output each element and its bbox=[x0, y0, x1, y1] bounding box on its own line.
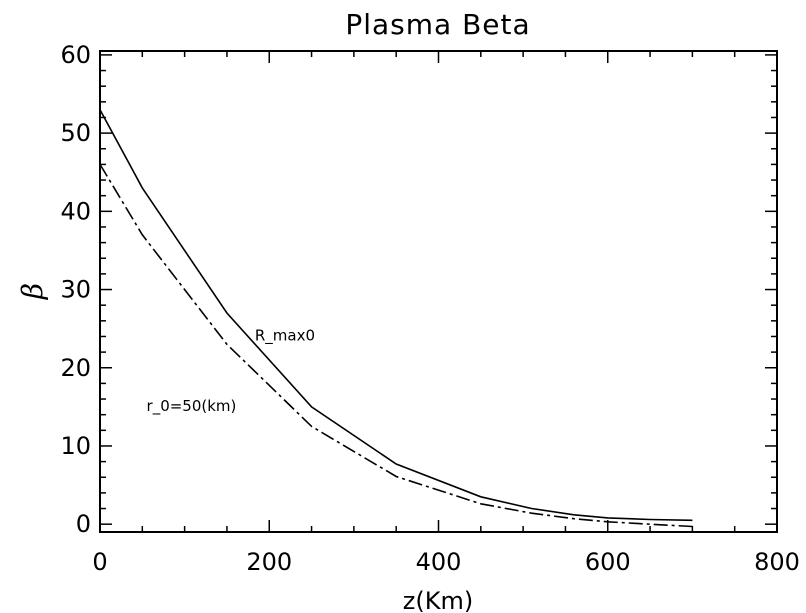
y-tick-label: 40 bbox=[60, 197, 91, 225]
y-axis-label: β bbox=[16, 283, 49, 300]
series-annotation: r_0=50(km) bbox=[147, 397, 237, 416]
y-tick-label: 0 bbox=[76, 510, 91, 538]
axis-ticks bbox=[99, 51, 778, 532]
x-tick-label: 400 bbox=[416, 548, 462, 576]
x-tick-labels: 0 200 400 600 800 bbox=[92, 548, 800, 576]
x-tick-label: 800 bbox=[754, 548, 800, 576]
y-tick-label: 10 bbox=[60, 432, 91, 460]
x-tick-label: 600 bbox=[585, 548, 631, 576]
chart-title: Plasma Beta bbox=[345, 8, 530, 41]
x-tick-label: 0 bbox=[92, 548, 107, 576]
y-tick-labels: 0 10 20 30 40 50 60 bbox=[60, 41, 91, 538]
x-tick-label: 200 bbox=[246, 548, 292, 576]
y-tick-label: 20 bbox=[60, 354, 91, 382]
y-tick-label: 60 bbox=[60, 41, 91, 69]
y-tick-label: 30 bbox=[60, 276, 91, 304]
series-line-dashdot bbox=[99, 163, 693, 528]
y-tick-label: 50 bbox=[60, 119, 91, 147]
x-axis-label: z(Km) bbox=[403, 587, 473, 613]
plot-area bbox=[99, 109, 693, 528]
series-line-solid bbox=[99, 109, 693, 522]
plot-frame bbox=[99, 50, 778, 533]
annotations: R_max0 r_0=50(km) bbox=[147, 326, 315, 415]
series-annotation: R_max0 bbox=[255, 326, 315, 345]
